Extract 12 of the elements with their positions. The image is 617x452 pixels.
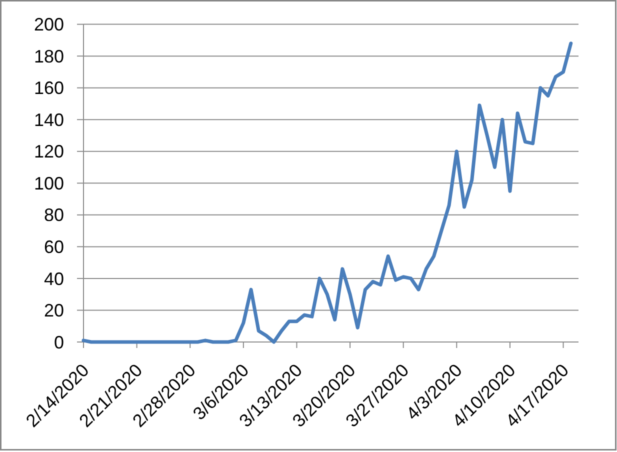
y-tick-label: 40 xyxy=(44,268,64,289)
y-tick-label: 60 xyxy=(44,236,64,257)
y-tick-label: 20 xyxy=(44,300,64,321)
y-tick-label: 100 xyxy=(34,173,64,194)
y-tick-label: 80 xyxy=(44,205,64,226)
y-tick-label: 0 xyxy=(54,332,64,352)
y-tick-label: 180 xyxy=(34,46,64,66)
y-tick-label: 140 xyxy=(34,110,64,130)
line-series xyxy=(82,42,573,344)
y-tick-label: 200 xyxy=(34,14,64,35)
y-tick-label: 120 xyxy=(34,142,64,162)
y-tick-label: 160 xyxy=(34,78,64,98)
